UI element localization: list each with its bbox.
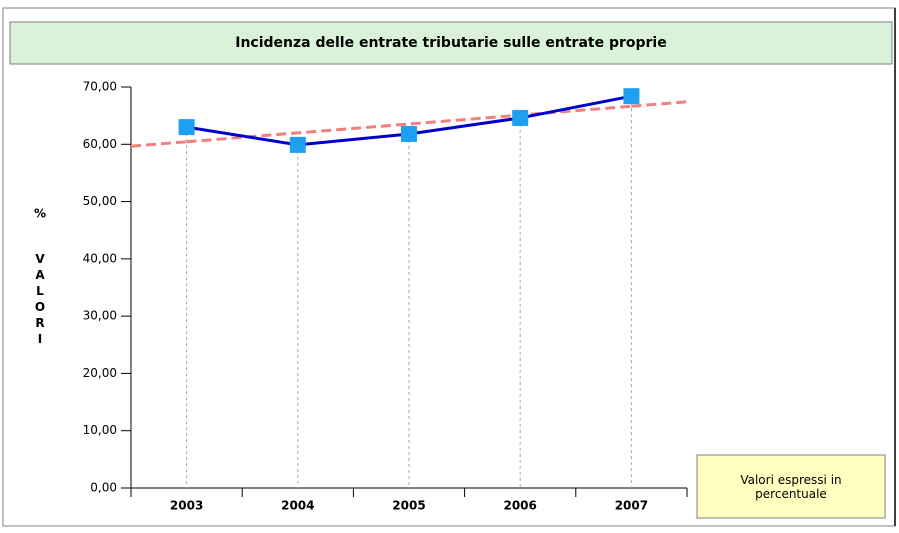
y-tick-label: 10,00: [83, 423, 117, 437]
y-tick-label: 0,00: [90, 481, 117, 495]
chart-title: Incidenza delle entrate tributarie sulle…: [235, 35, 666, 51]
marker: [623, 88, 640, 105]
x-tick-label: 2005: [392, 499, 425, 513]
marker: [289, 136, 306, 153]
y-tick-label: 50,00: [83, 194, 117, 208]
note-wrap: Valori espressi in percentuale: [740, 472, 842, 501]
y-tick-label: 70,00: [83, 80, 117, 94]
marker: [178, 119, 195, 136]
y-axis-label: VALORI: [33, 252, 47, 348]
marker: [512, 109, 529, 126]
panel: [2, 7, 896, 527]
x-tick-label: 2006: [503, 499, 536, 513]
x-tick-label: 2003: [170, 499, 203, 513]
trend-ext: [130, 140, 187, 148]
note-box: [696, 454, 886, 519]
x-tick-label: 2004: [281, 499, 314, 513]
y-tick-label: 30,00: [83, 309, 117, 323]
x-tick-label: 2007: [615, 499, 648, 513]
note: Valori espressi in percentuale: [740, 472, 842, 501]
y-tick-label: 60,00: [83, 137, 117, 151]
y-axis-unit: %: [34, 207, 46, 221]
marker: [401, 125, 417, 142]
trend-ext: [631, 100, 688, 108]
y-tick-label: 40,00: [83, 251, 117, 265]
y-tick-label: 20,00: [83, 366, 117, 380]
title-box: [9, 21, 893, 65]
